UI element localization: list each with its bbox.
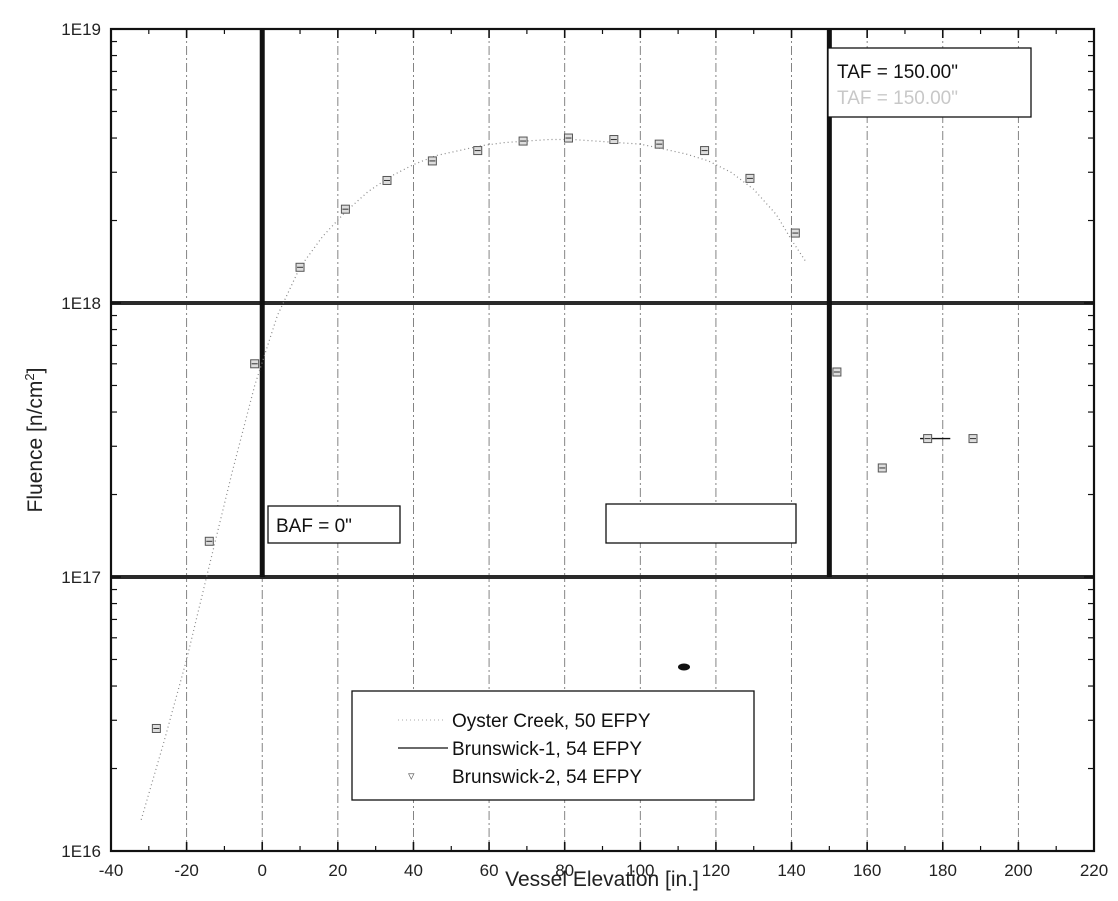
series-point bbox=[700, 146, 710, 156]
x-axis-title: Vessel Elevation [in.] bbox=[505, 868, 699, 891]
x-tick-label: 40 bbox=[404, 861, 423, 880]
x-tick-label: 120 bbox=[702, 861, 730, 880]
y-tick-labels: 1E16 1E17 1E18 1E19 bbox=[61, 20, 101, 861]
series-point bbox=[609, 135, 619, 145]
series-point bbox=[832, 367, 842, 377]
empty-annotation-box bbox=[605, 503, 797, 544]
x-tick-label: 180 bbox=[929, 861, 957, 880]
x-tick-label: 160 bbox=[853, 861, 881, 880]
series-point bbox=[968, 434, 978, 444]
series-point bbox=[204, 536, 214, 546]
axis-ticks bbox=[110, 28, 1095, 852]
y-tick-label: 1E19 bbox=[61, 20, 101, 39]
y-tick-label: 1E16 bbox=[61, 842, 101, 861]
taf-annotation: TAF = 150.00" TAF = 150.00" bbox=[827, 47, 1032, 118]
svg-text:Brunswick-2, 54 EFPY: Brunswick-2, 54 EFPY bbox=[452, 767, 642, 788]
svg-text:Oyster Creek, 50 EFPY: Oyster Creek, 50 EFPY bbox=[452, 711, 651, 732]
legend-swatch-marker: ▿ bbox=[408, 769, 415, 784]
series-point bbox=[790, 228, 800, 238]
series-point bbox=[250, 359, 260, 369]
series-point bbox=[473, 146, 483, 156]
series-point bbox=[382, 175, 392, 185]
series-point bbox=[340, 204, 350, 214]
y-tick-label: 1E17 bbox=[61, 568, 101, 587]
series-point bbox=[877, 463, 887, 473]
legend-item-oyster-creek: Oyster Creek, 50 EFPY bbox=[398, 711, 651, 732]
svg-text:TAF = 150.00": TAF = 150.00" bbox=[837, 62, 958, 83]
taf-faded-label: TAF = 150.00" bbox=[837, 88, 958, 109]
series-point bbox=[295, 262, 305, 272]
x-tick-label: 140 bbox=[777, 861, 805, 880]
legend-item-brunswick-1: Brunswick-1, 54 EFPY bbox=[398, 739, 642, 760]
svg-text:Brunswick-1, 54 EFPY: Brunswick-1, 54 EFPY bbox=[452, 739, 642, 760]
series-point bbox=[427, 156, 437, 166]
series-point bbox=[923, 434, 933, 444]
series-line-0 bbox=[140, 138, 808, 820]
x-tick-label: -40 bbox=[99, 861, 124, 880]
x-tick-label: 20 bbox=[328, 861, 347, 880]
stray-mark bbox=[678, 663, 690, 671]
legend-item-brunswick-2: ▿ Brunswick-2, 54 EFPY bbox=[408, 767, 642, 788]
reference-lines bbox=[111, 29, 1094, 579]
series-point bbox=[518, 136, 528, 146]
legend: Oyster Creek, 50 EFPY Brunswick-1, 54 EF… bbox=[351, 690, 755, 801]
series-point bbox=[745, 173, 755, 183]
x-tick-label: -20 bbox=[174, 861, 199, 880]
baf-annotation: BAF = 0" bbox=[267, 505, 401, 544]
series-point bbox=[654, 139, 664, 149]
series-point bbox=[151, 723, 161, 733]
x-tick-label: 0 bbox=[257, 861, 266, 880]
svg-text:BAF = 0": BAF = 0" bbox=[276, 516, 352, 537]
x-tick-label: 220 bbox=[1080, 861, 1108, 880]
x-tick-label: 60 bbox=[480, 861, 499, 880]
data-series bbox=[140, 133, 978, 820]
series-point bbox=[563, 133, 573, 143]
x-tick-label: 100 bbox=[626, 861, 654, 880]
x-tick-labels: -40 -20 0 20 40 60 80 100 120 140 160 180 200 220 bbox=[99, 861, 1108, 880]
x-tick-label: 80 bbox=[555, 861, 574, 880]
y-axis-title: Fluence [n/cm2] bbox=[22, 368, 47, 513]
y-axis-title-superscript: 2 bbox=[22, 373, 37, 380]
y-tick-label: 1E18 bbox=[61, 294, 101, 313]
x-tick-label: 200 bbox=[1004, 861, 1032, 880]
